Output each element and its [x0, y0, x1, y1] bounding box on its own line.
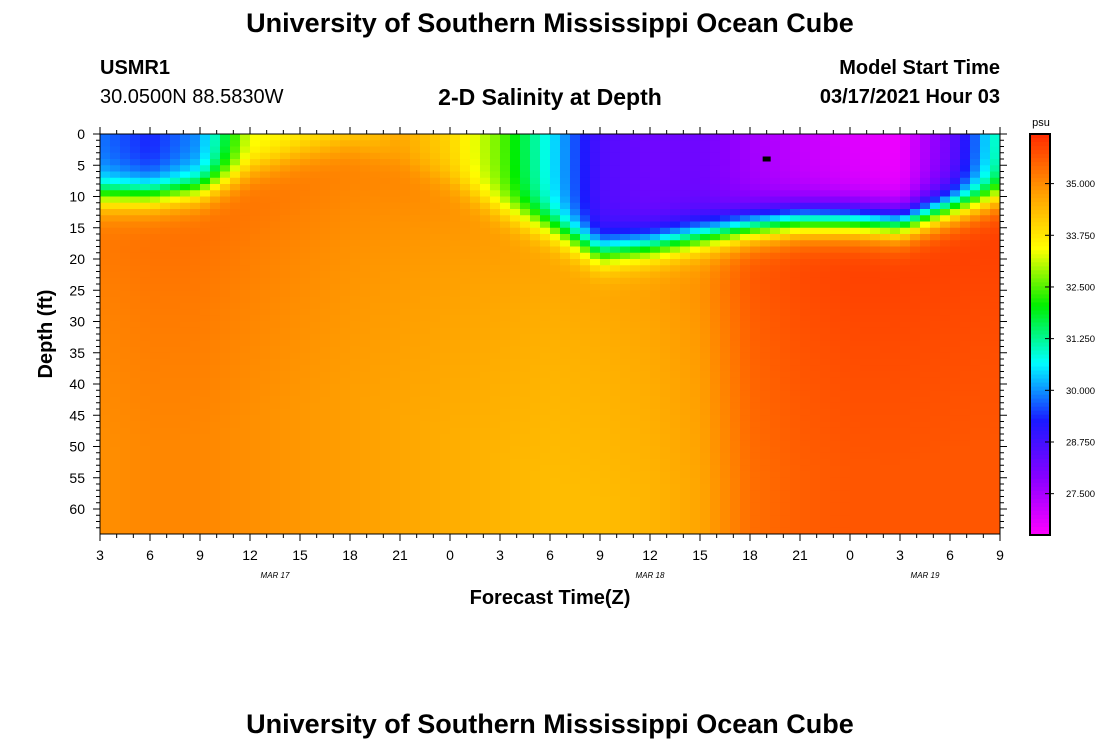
- salinity-heatmap: [100, 134, 1000, 534]
- y-tick-label: 15: [69, 220, 85, 236]
- model-start-label: Model Start Time: [839, 57, 1000, 79]
- x-tick-label: 9: [596, 547, 604, 563]
- x-tick-label: 6: [546, 547, 554, 563]
- y-tick-label: 30: [69, 314, 85, 330]
- x-tick-label: 21: [392, 547, 408, 563]
- y-axis-label: Depth (ft): [35, 290, 57, 379]
- date-label: MAR 18: [636, 571, 665, 580]
- colorbar-tick-label: 35.000: [1066, 179, 1095, 190]
- x-tick-label: 9: [196, 547, 204, 563]
- colorbar-tick-label: 30.000: [1066, 386, 1095, 397]
- x-tick-label: 18: [742, 547, 758, 563]
- colorbar-tick-label: 27.500: [1066, 489, 1095, 500]
- plot-title: 2-D Salinity at Depth: [438, 84, 662, 110]
- x-tick-label: 9: [996, 547, 1004, 563]
- colorbar-frame: [1029, 133, 1051, 536]
- footer-title: University of Southern Mississippi Ocean…: [246, 709, 854, 739]
- y-tick-label: 35: [69, 345, 85, 361]
- station-coords: 30.0500N 88.5830W: [100, 86, 284, 108]
- y-tick-label: 5: [77, 157, 85, 173]
- x-tick-label: 6: [146, 547, 154, 563]
- y-tick-label: 60: [69, 501, 85, 517]
- y-tick-label: 50: [69, 439, 85, 455]
- x-tick-label: 3: [496, 547, 504, 563]
- colorbar-tick-label: 32.500: [1066, 282, 1095, 293]
- x-tick-label: 15: [692, 547, 708, 563]
- x-tick-label: 3: [96, 547, 104, 563]
- x-tick-label: 0: [846, 547, 854, 563]
- colorbar-tick-label: 33.750: [1066, 231, 1095, 242]
- y-tick-label: 20: [69, 251, 85, 267]
- page-title: University of Southern Mississippi Ocean…: [246, 8, 854, 38]
- colorbar-tick-label: 31.250: [1066, 334, 1095, 345]
- x-tick-label: 0: [446, 547, 454, 563]
- date-label: MAR 19: [911, 571, 940, 580]
- x-tick-label: 15: [292, 547, 308, 563]
- x-axis-label: Forecast Time(Z): [470, 587, 631, 609]
- colorbar-tick-label: 28.750: [1066, 437, 1095, 448]
- y-tick-label: 45: [69, 407, 85, 423]
- y-tick-label: 25: [69, 282, 85, 298]
- y-tick-label: 40: [69, 376, 85, 392]
- x-tick-label: 21: [792, 547, 808, 563]
- model-start-value: 03/17/2021 Hour 03: [819, 86, 1000, 108]
- x-tick-label: 3: [896, 547, 904, 563]
- date-label: MAR 17: [261, 571, 290, 580]
- x-tick-label: 18: [342, 547, 358, 563]
- colorbar: 35.000 33.750 32.500 31.250 30.000 28.750 27.5…: [1029, 133, 1095, 536]
- x-tick-label: 6: [946, 547, 954, 563]
- y-tick-label: 55: [69, 470, 85, 486]
- y-tick-label: 0: [77, 126, 85, 142]
- station-marker: [762, 156, 771, 162]
- y-tick-label: 10: [69, 189, 85, 205]
- x-tick-label: 12: [242, 547, 258, 563]
- colorbar-unit: psu: [1032, 117, 1050, 129]
- x-tick-label: 12: [642, 547, 658, 563]
- station-id: USMR1: [100, 57, 171, 79]
